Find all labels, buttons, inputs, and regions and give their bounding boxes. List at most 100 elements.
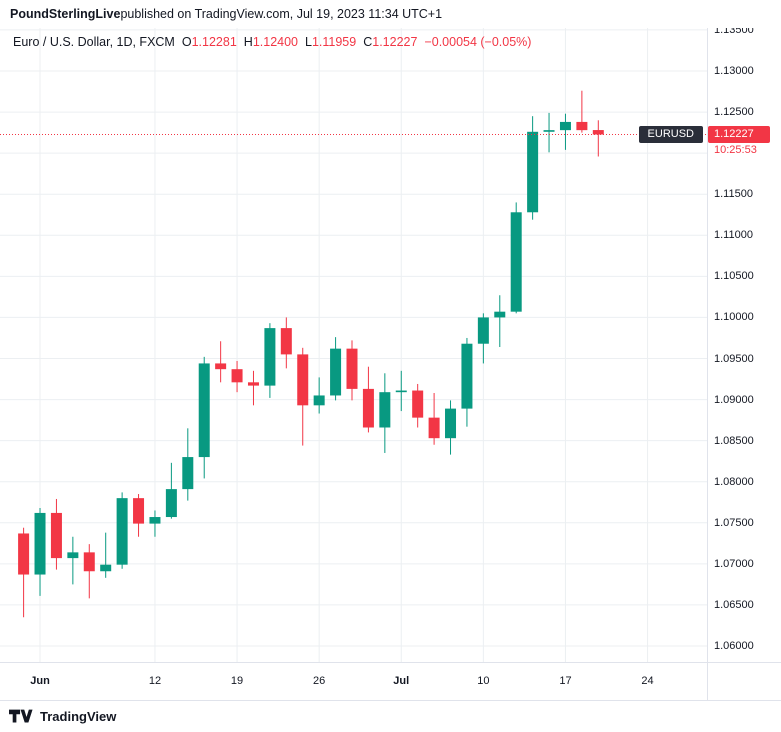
candle-body bbox=[133, 498, 145, 524]
chart-legend: Euro / U.S. Dollar, 1D, FXCM O1.12281 H1.1… bbox=[13, 35, 531, 49]
time-axis-label: Jun bbox=[30, 675, 50, 687]
candle bbox=[412, 383, 424, 428]
candle-body bbox=[592, 130, 604, 135]
candle bbox=[215, 341, 227, 383]
bar-close-countdown: 10:25:53 bbox=[714, 144, 757, 157]
time-axis-label: 24 bbox=[641, 675, 654, 687]
candle-body bbox=[379, 392, 391, 428]
candle bbox=[576, 90, 588, 133]
candle-body bbox=[50, 512, 62, 559]
time-axis-label: 17 bbox=[559, 675, 572, 687]
candle-body bbox=[83, 552, 95, 572]
attribution-source: PoundSterlingLive bbox=[10, 7, 121, 21]
candle-body bbox=[576, 121, 588, 131]
candle-body bbox=[330, 348, 342, 396]
price-axis-label: 1.10000 bbox=[714, 311, 754, 324]
attribution-text: published on TradingView.com, Jul 19, 20… bbox=[120, 7, 443, 21]
price-axis-label: 1.09500 bbox=[714, 352, 754, 365]
time-axis-label: 19 bbox=[230, 675, 244, 687]
candlestick-chart bbox=[0, 28, 707, 662]
axis-separator-vertical bbox=[707, 28, 708, 700]
candle bbox=[34, 508, 46, 596]
candle-body bbox=[362, 388, 374, 428]
ohlc-high: H1.12400 bbox=[243, 35, 298, 49]
ohlc-close: C1.12227 bbox=[363, 35, 418, 49]
time-axis[interactable]: Jun 12 19 26 Jul 10 17 24 bbox=[0, 663, 707, 700]
price-axis[interactable]: 1.12227 10:25:53 1.13500 1.13000 1.12500 1.… bbox=[708, 28, 781, 662]
candle bbox=[346, 340, 358, 401]
candle-body bbox=[198, 363, 210, 458]
candle bbox=[67, 536, 79, 585]
candle-body bbox=[477, 317, 489, 344]
footer-brand[interactable]: TradingView bbox=[40, 709, 117, 724]
symbol-title[interactable]: Euro / U.S. Dollar, 1D, FXCM bbox=[13, 35, 175, 49]
candle bbox=[50, 498, 62, 570]
candle-body bbox=[280, 328, 292, 355]
candle bbox=[198, 356, 210, 479]
candle bbox=[116, 492, 128, 569]
ohlc-open: O1.12281 bbox=[181, 35, 237, 49]
candle-body bbox=[543, 130, 555, 132]
candle bbox=[494, 295, 506, 347]
candle-body bbox=[297, 354, 309, 406]
footer: TradingView bbox=[0, 701, 781, 732]
candle bbox=[313, 377, 325, 414]
candle bbox=[477, 313, 489, 364]
candle bbox=[18, 527, 30, 618]
candle bbox=[559, 113, 571, 150]
candle-body bbox=[412, 390, 424, 418]
candle-body bbox=[18, 533, 30, 575]
candle bbox=[543, 112, 555, 153]
candle-body bbox=[34, 512, 46, 575]
ohlc-low: L1.11959 bbox=[305, 35, 357, 49]
attribution-header: PoundSterlingLive published on TradingVi… bbox=[0, 0, 781, 28]
candle bbox=[592, 120, 604, 157]
candle bbox=[445, 400, 457, 455]
time-axis-label: Jul bbox=[393, 675, 410, 687]
time-axis-label: 10 bbox=[477, 675, 490, 687]
price-axis-label: 1.06500 bbox=[714, 598, 754, 611]
current-price-label: 1.12227 bbox=[708, 126, 770, 144]
price-axis-label: 1.13500 bbox=[714, 28, 754, 36]
candle-body bbox=[346, 348, 358, 389]
price-axis-label: 1.13000 bbox=[714, 65, 754, 77]
candle-body bbox=[428, 417, 440, 439]
price-axis-label: 1.07500 bbox=[714, 516, 754, 529]
time-axis-label: 26 bbox=[313, 675, 326, 687]
candle-body bbox=[510, 212, 522, 312]
candle bbox=[83, 544, 95, 599]
candle-body bbox=[527, 131, 539, 213]
candle-body bbox=[116, 498, 128, 565]
candle bbox=[100, 532, 112, 578]
candle bbox=[231, 360, 243, 393]
time-axis-label: 12 bbox=[148, 675, 162, 687]
candle bbox=[461, 337, 473, 427]
candle-body bbox=[247, 382, 259, 386]
candle bbox=[395, 370, 407, 412]
price-axis-label: 1.09000 bbox=[714, 393, 754, 406]
candle bbox=[510, 202, 522, 314]
price-axis-label: 1.08500 bbox=[714, 434, 754, 447]
candle bbox=[527, 116, 539, 220]
footer-separator bbox=[0, 700, 781, 701]
candle bbox=[379, 373, 391, 453]
candle-body bbox=[461, 343, 473, 409]
candle-body bbox=[494, 311, 506, 318]
price-axis-label: 1.07000 bbox=[714, 557, 754, 570]
symbol-price-line-badge: EURUSD bbox=[638, 126, 703, 144]
candle bbox=[330, 337, 342, 401]
price-axis-label: 1.11000 bbox=[714, 229, 753, 242]
change-value: −0.00054 (−0.05%) bbox=[424, 35, 532, 49]
candle-body bbox=[215, 363, 227, 370]
candle bbox=[149, 510, 161, 537]
candle-body bbox=[395, 390, 407, 393]
chart-pane[interactable]: Euro / U.S. Dollar, 1D, FXCM O1.12281 H1.1… bbox=[0, 28, 707, 662]
candle bbox=[264, 323, 276, 398]
tradingview-logo-icon[interactable] bbox=[9, 709, 33, 724]
price-axis-label: 1.08000 bbox=[714, 475, 754, 488]
candle bbox=[165, 462, 177, 519]
candle-body bbox=[149, 517, 161, 524]
price-axis-label: 1.11500 bbox=[714, 188, 753, 201]
price-axis-label: 1.06000 bbox=[714, 640, 754, 652]
